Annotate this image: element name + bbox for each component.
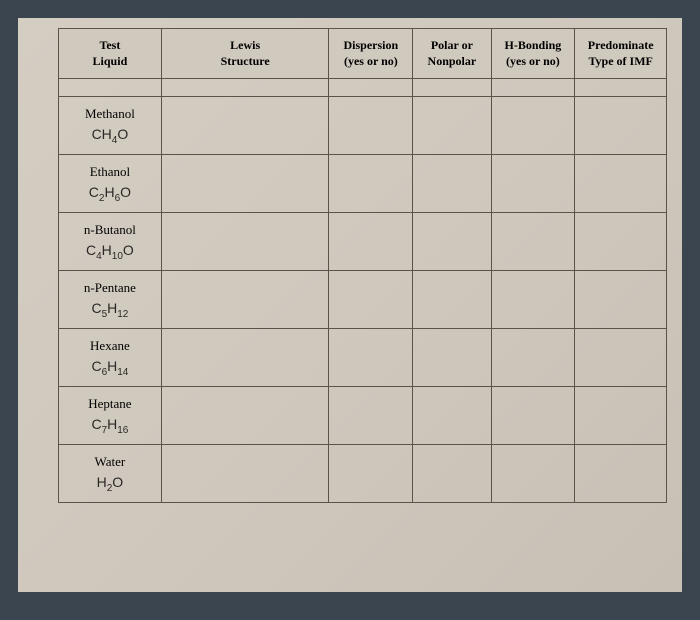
- table-row: Water H2O: [59, 445, 667, 503]
- compound-formula: H2O: [64, 474, 156, 494]
- header-label: Predominate: [588, 38, 654, 52]
- empty-cell: [329, 97, 413, 155]
- empty-cell: [413, 329, 491, 387]
- compound-formula: C7H16: [64, 416, 156, 436]
- empty-cell: [491, 97, 575, 155]
- empty-cell: [329, 155, 413, 213]
- worksheet-page: Test Liquid Lewis Structure Dispersion (…: [18, 18, 682, 592]
- empty-cell: [413, 97, 491, 155]
- liquid-cell: Water H2O: [59, 445, 162, 503]
- compound-name: Methanol: [64, 106, 156, 122]
- empty-cell: [329, 445, 413, 503]
- compound-formula: C5H12: [64, 300, 156, 320]
- empty-cell: [575, 97, 667, 155]
- compound-name: Ethanol: [64, 164, 156, 180]
- empty-cell: [575, 213, 667, 271]
- header-dispersion: Dispersion (yes or no): [329, 29, 413, 79]
- empty-cell: [413, 445, 491, 503]
- header-label: (yes or no): [344, 54, 398, 68]
- empty-cell: [329, 329, 413, 387]
- empty-cell: [491, 155, 575, 213]
- header-label: Test: [99, 38, 120, 52]
- liquid-cell: Ethanol C2H6O: [59, 155, 162, 213]
- empty-cell: [575, 387, 667, 445]
- empty-cell: [575, 329, 667, 387]
- empty-cell: [161, 271, 329, 329]
- liquid-cell: n-Butanol C4H10O: [59, 213, 162, 271]
- compound-formula: C6H14: [64, 358, 156, 378]
- liquid-cell: Methanol CH4O: [59, 97, 162, 155]
- empty-cell: [329, 213, 413, 271]
- header-label: Dispersion: [344, 38, 399, 52]
- empty-cell: [491, 387, 575, 445]
- header-label: Nonpolar: [428, 54, 477, 68]
- header-label: H-Bonding: [505, 38, 562, 52]
- empty-cell: [413, 271, 491, 329]
- liquid-cell: Hexane C6H14: [59, 329, 162, 387]
- table-row: n-Pentane C5H12: [59, 271, 667, 329]
- empty-cell: [413, 155, 491, 213]
- table-row: Hexane C6H14: [59, 329, 667, 387]
- table-row: Ethanol C2H6O: [59, 155, 667, 213]
- header-row: Test Liquid Lewis Structure Dispersion (…: [59, 29, 667, 79]
- compound-name: Water: [64, 454, 156, 470]
- empty-cell: [413, 387, 491, 445]
- empty-cell: [161, 329, 329, 387]
- empty-cell: [329, 387, 413, 445]
- empty-cell: [161, 387, 329, 445]
- header-imf-type: Predominate Type of IMF: [575, 29, 667, 79]
- empty-cell: [575, 445, 667, 503]
- table-body: MethanolCH4OEthanolC2H6On-ButanolC4H10On…: [59, 79, 667, 503]
- compound-formula: C2H6O: [64, 184, 156, 204]
- compound-formula: CH4O: [64, 126, 156, 146]
- header-label: (yes or no): [506, 54, 560, 68]
- header-label: Type of IMF: [588, 54, 652, 68]
- header-label: Structure: [221, 54, 270, 68]
- table-row: Heptane C7H16: [59, 387, 667, 445]
- empty-cell: [491, 445, 575, 503]
- header-label: Polar or: [431, 38, 473, 52]
- compound-name: Hexane: [64, 338, 156, 354]
- empty-cell: [491, 213, 575, 271]
- empty-cell: [161, 445, 329, 503]
- empty-cell: [575, 271, 667, 329]
- imf-table: Test Liquid Lewis Structure Dispersion (…: [58, 28, 667, 503]
- compound-name: n-Pentane: [64, 280, 156, 296]
- compound-name: Heptane: [64, 396, 156, 412]
- table-row: Methanol CH4O: [59, 97, 667, 155]
- empty-cell: [491, 329, 575, 387]
- header-lewis: Lewis Structure: [161, 29, 329, 79]
- header-label: Lewis: [230, 38, 260, 52]
- compound-formula: C4H10O: [64, 242, 156, 262]
- table-row: n-Butanol C4H10O: [59, 213, 667, 271]
- empty-cell: [329, 271, 413, 329]
- empty-cell: [161, 155, 329, 213]
- empty-cell: [413, 213, 491, 271]
- liquid-cell: Heptane C7H16: [59, 387, 162, 445]
- liquid-cell: n-Pentane C5H12: [59, 271, 162, 329]
- header-test-liquid: Test Liquid: [59, 29, 162, 79]
- header-label: Liquid: [93, 54, 128, 68]
- header-hbonding: H-Bonding (yes or no): [491, 29, 575, 79]
- compound-name: n-Butanol: [64, 222, 156, 238]
- empty-cell: [575, 155, 667, 213]
- empty-cell: [161, 213, 329, 271]
- spacer-row: [59, 79, 667, 97]
- empty-cell: [491, 271, 575, 329]
- empty-cell: [161, 97, 329, 155]
- header-polar: Polar or Nonpolar: [413, 29, 491, 79]
